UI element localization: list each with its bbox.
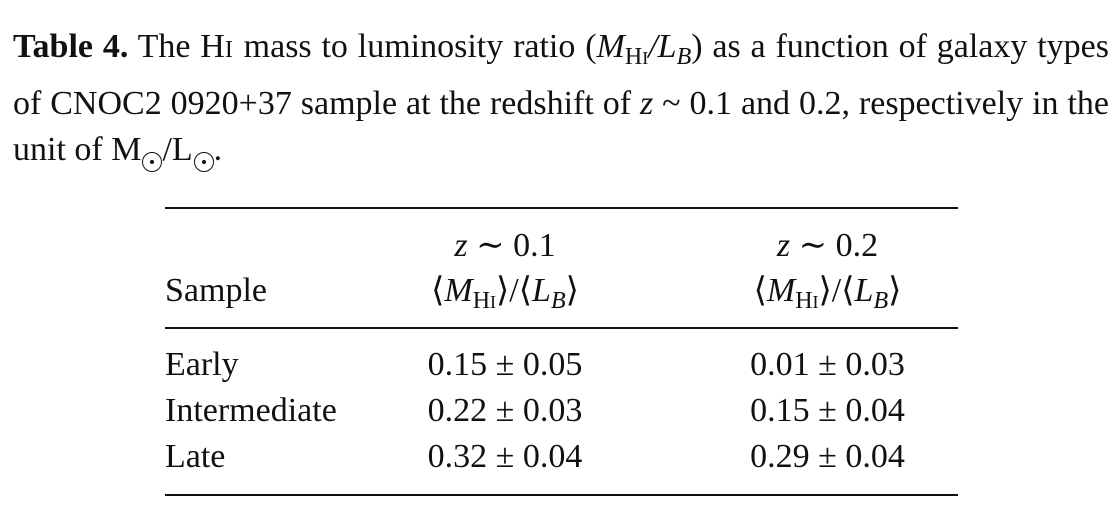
header-ratio-z01: ⟨MHI⟩/⟨LB⟩ — [431, 272, 579, 314]
table-caption: Table 4. The HI mass to luminosity ratio… — [13, 24, 1109, 173]
sun-symbol-icon — [193, 152, 214, 172]
caption-label: Table 4. — [13, 28, 129, 65]
row-early-sample: Early — [165, 346, 239, 383]
caption-text-1: The H — [137, 28, 225, 65]
caption-hi-roman: I — [224, 37, 234, 63]
header-sample: Sample — [165, 272, 267, 309]
table-bottom-rule — [165, 494, 958, 496]
row-intermediate-sample: Intermediate — [165, 392, 337, 429]
row-intermediate-z01: 0.22 ± 0.03 — [427, 392, 583, 429]
table-top-rule — [165, 207, 958, 209]
row-late-sample: Late — [165, 438, 226, 475]
caption-text-2: mass to luminosity ratio ( — [243, 28, 597, 65]
row-late-z01: 0.32 ± 0.04 — [427, 438, 583, 475]
caption-text-3: ) as a function of galaxy types of CNOC2… — [13, 28, 1109, 122]
table-header-rule — [165, 327, 958, 329]
row-intermediate-z02: 0.15 ± 0.04 — [750, 392, 905, 429]
caption-ratio-math: MHI/LB — [596, 28, 692, 70]
caption-end: . — [213, 131, 223, 168]
caption-slash-l: /L — [162, 131, 193, 168]
row-early-z01: 0.15 ± 0.05 — [427, 346, 583, 383]
sun-symbol-icon — [142, 152, 163, 172]
caption-text-4: 0.1 and 0.2, respectively in the unit of… — [13, 85, 1110, 168]
header-z02: z ∼ 0.2 — [776, 227, 879, 264]
caption-sim: ~ — [662, 85, 681, 122]
header-z01: z ∼ 0.1 — [454, 227, 556, 264]
header-ratio-z02: ⟨MHI⟩/⟨LB⟩ — [753, 272, 902, 314]
caption-z: z — [640, 85, 654, 122]
row-early-z02: 0.01 ± 0.03 — [750, 346, 905, 383]
row-late-z02: 0.29 ± 0.04 — [750, 438, 905, 475]
